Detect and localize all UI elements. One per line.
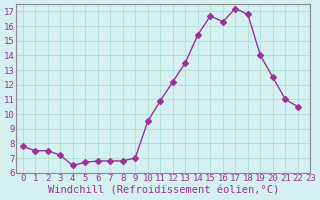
X-axis label: Windchill (Refroidissement éolien,°C): Windchill (Refroidissement éolien,°C): [48, 186, 279, 196]
